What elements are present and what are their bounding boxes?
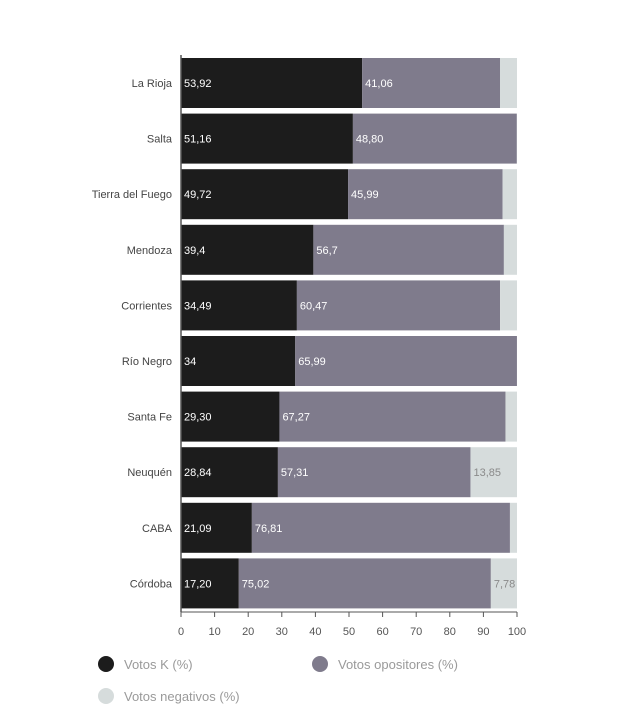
x-tick-label: 80: [444, 626, 456, 638]
bar-votos-k-caba: [181, 502, 252, 553]
data-label: 67,27: [282, 412, 310, 424]
legend-label-votos-opositores: Votos opositores (%): [338, 656, 458, 672]
bar-votos-opositores-santa-fe: [279, 391, 506, 442]
category-label-la-rioja: La Rioja: [132, 78, 173, 90]
category-label-salta: Salta: [147, 134, 173, 146]
category-label-neuquen: Neuquén: [127, 467, 172, 479]
data-label: 53,92: [184, 78, 212, 90]
data-label: 21,09: [184, 523, 212, 535]
x-tick-label: 100: [508, 626, 526, 638]
category-label-corrientes: Corrientes: [121, 300, 172, 312]
bar-votos-k-rio-negro: [181, 336, 296, 386]
bar-votos-k-salta: [181, 113, 353, 164]
data-label: 17,20: [184, 578, 212, 590]
data-label: 41,06: [365, 78, 393, 90]
x-tick-label: 70: [410, 626, 422, 638]
bar-votos-negativos-la-rioja: [500, 58, 517, 108]
x-tick-label: 20: [242, 626, 254, 638]
bar-votos-k-neuquen: [181, 447, 278, 498]
x-tick-label: 40: [309, 626, 321, 638]
bar-votos-k-cordoba: [181, 558, 239, 609]
data-label: 28,84: [184, 467, 212, 479]
bar-votos-opositores-tierra-del-fuego: [348, 169, 503, 220]
legend-swatch-votos-k: [98, 656, 114, 672]
bar-votos-negativos-tierra-del-fuego: [502, 169, 517, 220]
x-tick-label: 0: [178, 626, 184, 638]
data-label: 29,30: [184, 412, 212, 424]
bar-votos-opositores-caba: [251, 502, 510, 553]
legend-swatch-votos-opositores: [312, 656, 328, 672]
bar-votos-k-mendoza: [181, 224, 314, 275]
data-label: 57,31: [281, 467, 309, 479]
x-tick-label: 50: [343, 626, 355, 638]
bar-votos-k-corrientes: [181, 280, 297, 331]
bar-votos-k-santa-fe: [181, 391, 280, 442]
legend-label-votos-k: Votos K (%): [124, 656, 193, 672]
x-tick-label: 10: [208, 626, 220, 638]
data-label: 34,49: [184, 300, 212, 312]
x-tick-label: 90: [477, 626, 489, 638]
category-label-mendoza: Mendoza: [127, 245, 173, 257]
bar-votos-k-la-rioja: [181, 58, 363, 108]
data-label: 51,16: [184, 134, 212, 146]
data-label: 56,7: [316, 245, 337, 257]
bar-votos-opositores-la-rioja: [362, 58, 501, 108]
bar-votos-negativos-corrientes: [500, 280, 517, 331]
category-label-cordoba: Córdoba: [130, 578, 173, 590]
bar-votos-negativos-caba: [509, 502, 517, 553]
data-label: 39,4: [184, 245, 205, 257]
bar-votos-opositores-neuquen: [277, 447, 471, 498]
data-label: 60,47: [300, 300, 328, 312]
data-label: 75,02: [242, 578, 270, 590]
x-tick-label: 60: [376, 626, 388, 638]
data-label: 13,85: [473, 467, 501, 479]
data-label: 7,78: [494, 578, 515, 590]
bar-votos-opositores-cordoba: [238, 558, 491, 609]
bar-votos-negativos-cordoba: [490, 558, 517, 609]
data-label: 45,99: [351, 189, 379, 201]
legend-item-votos-opositores: Votos opositores (%): [312, 656, 458, 672]
category-label-rio-negro: Río Negro: [122, 356, 172, 368]
legend-swatch-votos-negativos: [98, 688, 114, 704]
bar-votos-negativos-neuquen: [470, 447, 517, 498]
data-label: 48,80: [356, 134, 384, 146]
data-label: 49,72: [184, 189, 212, 201]
category-label-santa-fe: Santa Fe: [127, 412, 172, 424]
category-label-caba: CABA: [142, 523, 173, 535]
legend-item-votos-k: Votos K (%): [98, 656, 193, 672]
x-tick-label: 30: [276, 626, 288, 638]
data-label: 76,81: [255, 523, 283, 535]
bar-votos-negativos-santa-fe: [505, 391, 517, 442]
data-label: 65,99: [298, 356, 326, 368]
bar-votos-opositores-corrientes: [296, 280, 501, 331]
bar-votos-negativos-mendoza: [503, 224, 517, 275]
legend-item-votos-negativos: Votos negativos (%): [98, 688, 240, 704]
legend-label-votos-negativos: Votos negativos (%): [124, 688, 240, 704]
bar-votos-k-tierra-del-fuego: [181, 169, 349, 220]
bar-votos-opositores-salta: [352, 113, 517, 164]
bar-votos-opositores-mendoza: [313, 224, 504, 275]
data-label: 34: [184, 356, 196, 368]
bar-votos-opositores-rio-negro: [295, 336, 517, 386]
category-label-tierra-del-fuego: Tierra del Fuego: [92, 189, 172, 201]
